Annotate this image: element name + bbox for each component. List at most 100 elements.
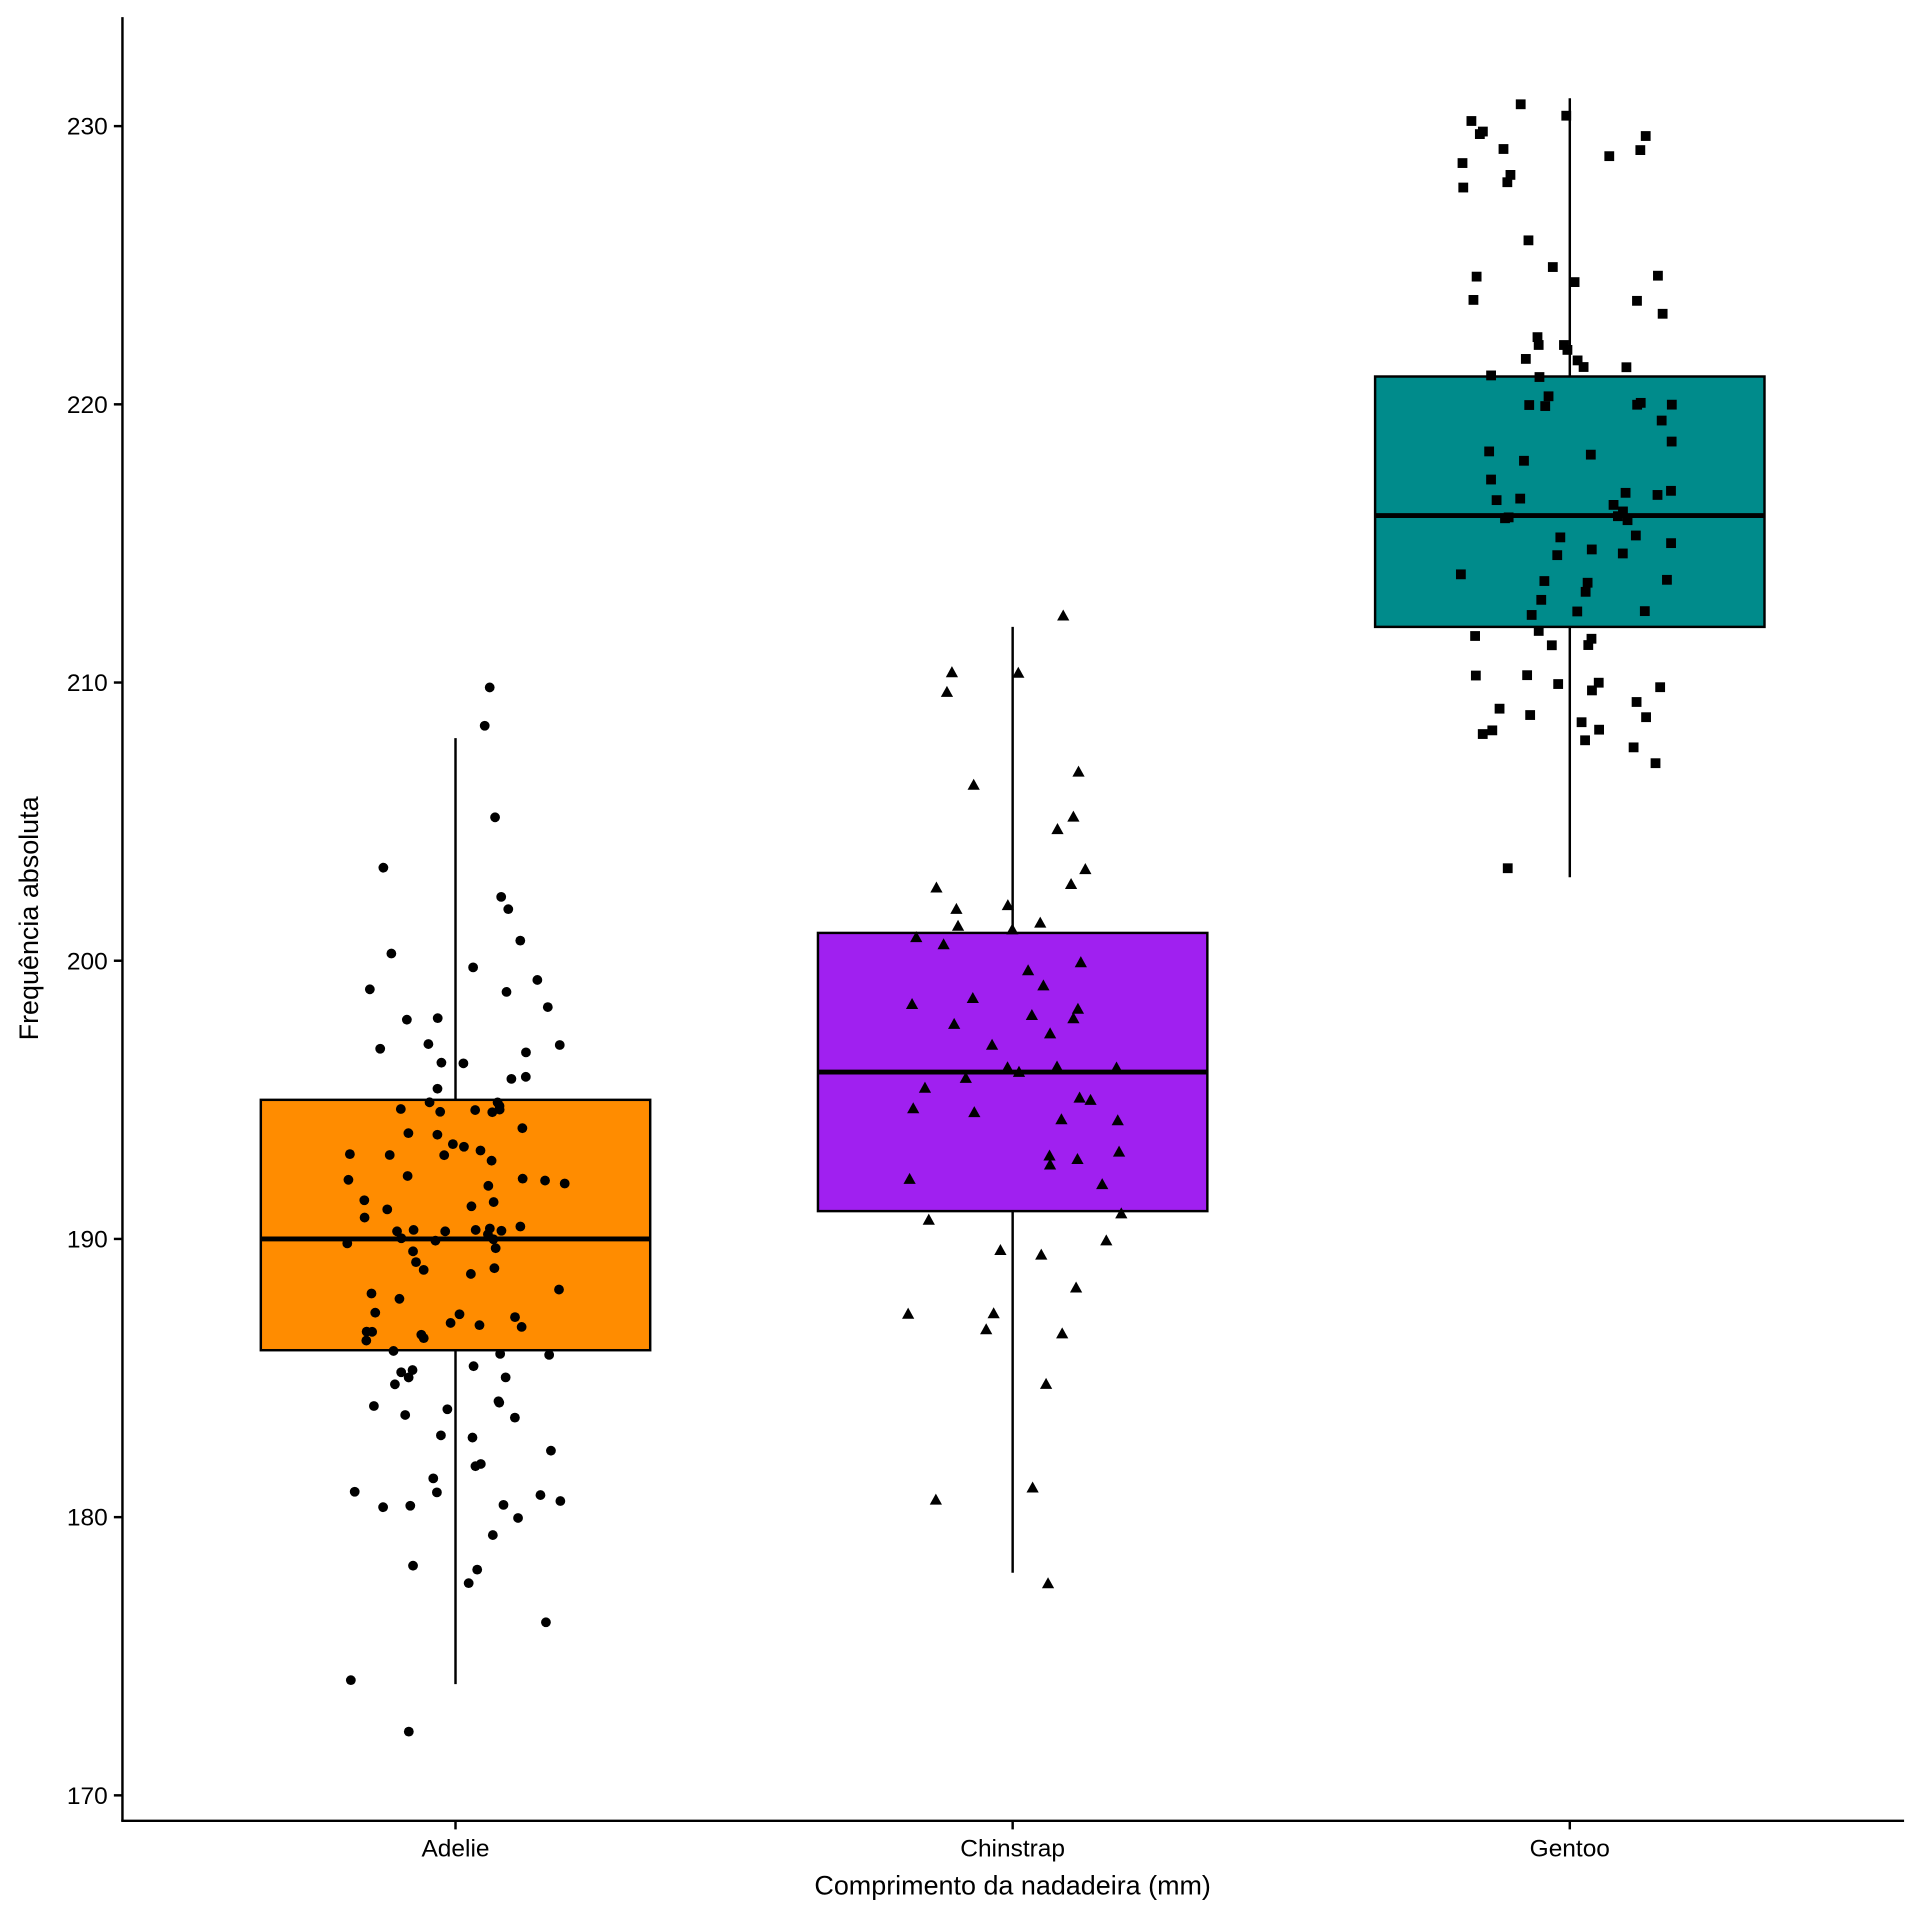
data-point-chinstrap: [1071, 1002, 1085, 1014]
data-point-chinstrap: [950, 902, 963, 914]
data-point-adelie: [483, 1180, 494, 1191]
data-point-gentoo: [1533, 340, 1544, 350]
data-point-adelie: [366, 1288, 377, 1299]
data-point-chinstrap: [918, 1081, 932, 1093]
iqr-box: [1373, 375, 1766, 629]
data-point-gentoo: [1617, 548, 1628, 559]
data-point-gentoo: [1466, 116, 1477, 126]
data-point-adelie: [459, 1141, 469, 1152]
data-point-adelie: [382, 1204, 393, 1215]
data-point-adelie: [408, 1246, 418, 1257]
data-point-gentoo: [1533, 626, 1544, 636]
x-tick-label: Adelie: [421, 1835, 489, 1862]
data-point-adelie: [445, 1318, 456, 1328]
data-point-chinstrap: [951, 919, 965, 931]
data-point-chinstrap: [1034, 916, 1047, 928]
data-point-chinstrap: [937, 938, 950, 950]
data-point-gentoo: [1620, 487, 1631, 498]
box-adelie: [259, 738, 652, 1685]
data-point-gentoo: [1553, 679, 1564, 689]
data-point-gentoo: [1505, 170, 1516, 180]
data-point-chinstrap: [1043, 1158, 1057, 1170]
data-point-gentoo: [1666, 538, 1676, 549]
data-point-chinstrap: [905, 997, 919, 1009]
data-point-gentoo: [1559, 340, 1569, 350]
data-point-adelie: [484, 682, 495, 693]
data-point-adelie: [465, 1269, 476, 1279]
data-point-chinstrap: [940, 685, 954, 697]
data-point-chinstrap: [959, 1071, 972, 1083]
data-point-gentoo: [1580, 735, 1590, 746]
data-point-adelie: [546, 1445, 556, 1456]
data-point-adelie: [496, 891, 507, 902]
data-point-gentoo: [1536, 594, 1547, 605]
data-point-chinstrap: [966, 992, 979, 1004]
data-point-gentoo: [1534, 372, 1545, 382]
data-point-gentoo: [1498, 144, 1509, 154]
data-point-chinstrap: [1039, 1377, 1053, 1389]
data-point-adelie: [424, 1097, 435, 1108]
data-point-gentoo: [1572, 606, 1583, 617]
data-point-gentoo: [1523, 235, 1534, 246]
data-point-adelie: [516, 1322, 527, 1332]
data-point-adelie: [495, 1348, 506, 1359]
data-point-gentoo: [1522, 670, 1533, 681]
data-point-adelie: [423, 1039, 434, 1049]
data-point-chinstrap: [1069, 1281, 1083, 1293]
data-point-chinstrap: [1071, 1152, 1084, 1164]
data-point-chinstrap: [1079, 863, 1092, 875]
data-point-adelie: [510, 1312, 520, 1323]
data-point-adelie: [432, 1083, 443, 1094]
data-point-chinstrap: [1084, 1093, 1097, 1105]
data-point-gentoo: [1477, 729, 1488, 739]
data-point-adelie: [468, 1361, 479, 1372]
data-point-adelie: [501, 987, 512, 997]
data-point-gentoo: [1630, 530, 1641, 541]
data-point-gentoo: [1484, 446, 1495, 457]
data-point-chinstrap: [1072, 765, 1085, 777]
data-point-adelie: [542, 1002, 553, 1012]
data-point-chinstrap: [1035, 1248, 1048, 1260]
y-tick-label: 210: [67, 670, 108, 697]
data-point-gentoo: [1515, 99, 1526, 110]
data-point-adelie: [470, 1225, 481, 1235]
data-point-gentoo: [1635, 397, 1646, 408]
data-point-chinstrap: [903, 1172, 916, 1184]
data-point-adelie: [390, 1379, 400, 1390]
data-point-gentoo: [1586, 544, 1597, 555]
box-chinstrap: [816, 626, 1209, 1573]
data-point-gentoo: [1576, 717, 1587, 728]
data-point-gentoo: [1455, 569, 1466, 580]
data-point-adelie: [384, 1150, 395, 1160]
data-point-adelie: [442, 1404, 453, 1415]
y-axis-title: Frequência absoluta: [14, 796, 44, 1040]
data-point-chinstrap: [967, 778, 980, 790]
data-point-adelie: [475, 1459, 486, 1469]
data-point-adelie: [349, 1486, 360, 1497]
data-point-adelie: [466, 1201, 477, 1212]
data-point-chinstrap: [1025, 1008, 1038, 1020]
data-point-chinstrap: [1096, 1178, 1109, 1190]
data-point-adelie: [521, 1047, 531, 1058]
data-point-adelie: [370, 1307, 381, 1318]
data-point-chinstrap: [1012, 1065, 1026, 1077]
data-point-adelie: [401, 1014, 412, 1025]
data-point-chinstrap: [1111, 1114, 1124, 1126]
data-point-adelie: [475, 1145, 486, 1156]
y-tick-label: 180: [67, 1505, 108, 1532]
data-point-gentoo: [1526, 610, 1537, 620]
data-point-gentoo: [1524, 400, 1535, 410]
data-point-chinstrap: [1012, 666, 1025, 678]
data-point-adelie: [515, 1221, 526, 1232]
data-point-adelie: [428, 1473, 439, 1484]
data-point-gentoo: [1580, 586, 1591, 597]
data-point-adelie: [535, 1490, 546, 1500]
data-point-chinstrap: [1001, 899, 1014, 911]
data-point-adelie: [498, 1499, 509, 1510]
data-point-gentoo: [1525, 710, 1536, 720]
data-point-adelie: [403, 1372, 414, 1383]
data-point-chinstrap: [1073, 1091, 1086, 1103]
data-point-chinstrap: [930, 881, 943, 893]
data-point-adelie: [484, 1223, 495, 1234]
data-point-chinstrap: [985, 1038, 999, 1050]
